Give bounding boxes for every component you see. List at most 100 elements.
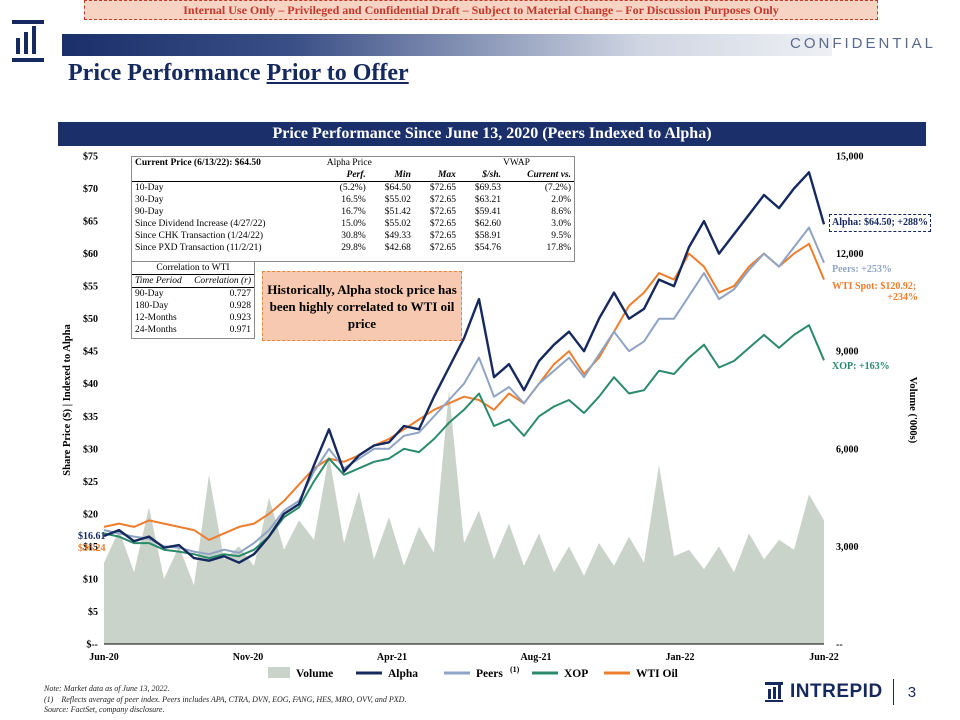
start-label-wti: $36.24 [78,543,106,554]
y-tick-label: $30 [83,444,98,455]
corr-row: 90-Day 0.727 [132,288,254,301]
y2-tick-label: 6,000 [836,444,859,455]
x-tick-label: Jun-22 [809,652,838,663]
footnote-peers: Reflects average of peer index. Peers in… [61,694,407,704]
end-label-wti-pct: +234% [887,292,918,303]
y2-axis-title: Volume ('000s) [907,377,918,444]
perf-cell-vs: 17.8% [546,243,571,253]
perf-cell-vwap: $62.60 [474,219,502,229]
perf-cell-vwap: $58.91 [474,231,502,241]
perf-cell-label: Since CHK Transaction (1/24/22) [135,231,263,241]
company-logo-icon [12,20,44,62]
corr-period: 90-Day [135,289,164,299]
perf-row: Since CHK Transaction (1/24/22) 30.8% $49.… [132,230,574,242]
perf-cell-vs: 3.0% [551,219,571,229]
col-max: Max [413,169,459,182]
chart-header: Price Performance Since June 13, 2020 (P… [58,122,926,146]
y-tick-label: $15 [83,542,98,553]
perf-cell-max: $72.65 [429,207,456,217]
perf-cell-label: Since Dividend Increase (4/27/22) [135,219,266,229]
start-label-alpha: $16.61 [78,531,106,542]
correlation-callout: Historically, Alpha stock price has been… [262,271,462,341]
y2-tick-label: -- [836,640,843,651]
x-tick-label: Jun-20 [89,652,118,663]
y2-tick-label: 15,000 [836,152,864,163]
corr-row: 180-Day 0.928 [132,300,254,312]
col-correlation: Correlation (r) [187,274,254,288]
corr-period: 180-Day [135,301,169,311]
col-vwap: $/sh. [458,169,505,182]
perf-cell-label: Since PXD Transaction (11/2/21) [135,243,262,253]
perf-cell-vwap: $69.53 [474,183,502,193]
intrepid-logo-icon [765,682,783,702]
legend-peers-footnote: (1) [510,665,520,674]
y-tick-label: $45 [83,347,98,358]
alpha-price-table: Current Price (6/13/22): $64.50 Alpha Pr… [131,156,575,262]
perf-cell-min: $42.68 [384,243,411,253]
perf-cell-vwap: $59.41 [474,207,502,217]
y-tick-label: $55 [83,282,98,293]
perf-cell-max: $72.65 [429,231,456,241]
perf-cell-vs: 9.5% [551,231,571,241]
perf-cell-min: $49.33 [384,231,411,241]
perf-cell-perf: 16.5% [341,195,366,205]
perf-cell-vwap: $63.21 [474,195,502,205]
x-tick-label: Jan-22 [666,652,695,663]
legend-swatch-volume [268,667,290,678]
brand-divider [892,679,894,705]
perf-cell-max: $72.65 [429,243,456,253]
confidentiality-banner: Internal Use Only – Privileged and Confi… [84,0,878,20]
y-tick-label: $5 [88,607,98,618]
corr-value: 0.727 [229,289,251,299]
perf-cell-max: $72.65 [429,183,456,193]
perf-cell-min: $64.50 [384,183,411,193]
vwap-group: VWAP [503,158,530,168]
footnotes: Note: Market data as of June 13, 2022. (… [44,684,406,716]
y-tick-label: $50 [83,314,98,325]
page-number: 3 [907,683,917,701]
perf-cell-perf: 29.8% [341,243,366,253]
end-label-xop: XOP: +163% [832,361,890,372]
perf-cell-max: $72.65 [429,219,456,229]
legend-label-alpha: Alpha [388,668,418,680]
perf-cell-vwap: $54.76 [474,243,502,253]
perf-row: Since Dividend Increase (4/27/22) 15.0% $5… [132,218,574,230]
series-line-alpha [103,171,826,564]
corr-period: 12-Months [135,313,177,323]
perf-cell-vs: (7.2%) [544,183,571,193]
perf-row: 10-Day (5.2%) $64.50 $72.65 $69.53 (7.2%) [132,182,574,195]
perf-row: Since PXD Transaction (11/2/21) 29.8% $42.… [132,242,574,254]
perf-cell-vs: 8.6% [551,207,571,217]
footnote-note: Note: Market data as of June 13, 2022. [44,684,170,693]
y-tick-label: $20 [83,509,98,520]
alpha-price-group: Alpha Price [326,158,372,168]
perf-cell-label: 10-Day [135,183,164,193]
legend-label-volume: Volume [296,668,333,680]
y2-tick-label: 9,000 [836,347,859,358]
corr-value: 0.923 [229,313,251,323]
perf-cell-min: $55.02 [384,219,411,229]
footnote-source: Source: FactSet, company disclosure. [44,705,165,714]
perf-cell-vs: 2.0% [551,195,571,205]
series-line-xop [103,324,825,560]
y-tick-label: $10 [83,574,98,585]
alpha-current-annotation: Alpha: $64.50; +288% [829,214,931,232]
y2-tick-label: 12,000 [836,249,864,260]
col-current-vs: Current vs. [504,169,574,182]
corr-row: 24-Months 0.971 [132,324,254,336]
brand-name: INTREPID [790,681,883,702]
y-tick-label: $25 [83,477,98,488]
y-tick-label: $70 [83,184,98,195]
y-tick-label: $40 [83,379,98,390]
end-label-wti: WTI Spot: $120.92; [832,281,916,292]
perf-row: 30-Day 16.5% $55.02 $72.65 $63.21 2.0% [132,194,574,206]
series-line-peers [103,226,825,556]
correlation-title: Correlation to WTI [132,262,254,275]
legend-label-xop: XOP [564,668,588,680]
y-tick-label: $35 [83,412,98,423]
end-label-peers: Peers: +253% [832,264,892,275]
corr-row: 12-Months 0.923 [132,312,254,324]
perf-cell-label: 90-Day [135,207,164,217]
perf-cell-perf: 15.0% [341,219,366,229]
y-tick-label: $75 [83,152,98,163]
